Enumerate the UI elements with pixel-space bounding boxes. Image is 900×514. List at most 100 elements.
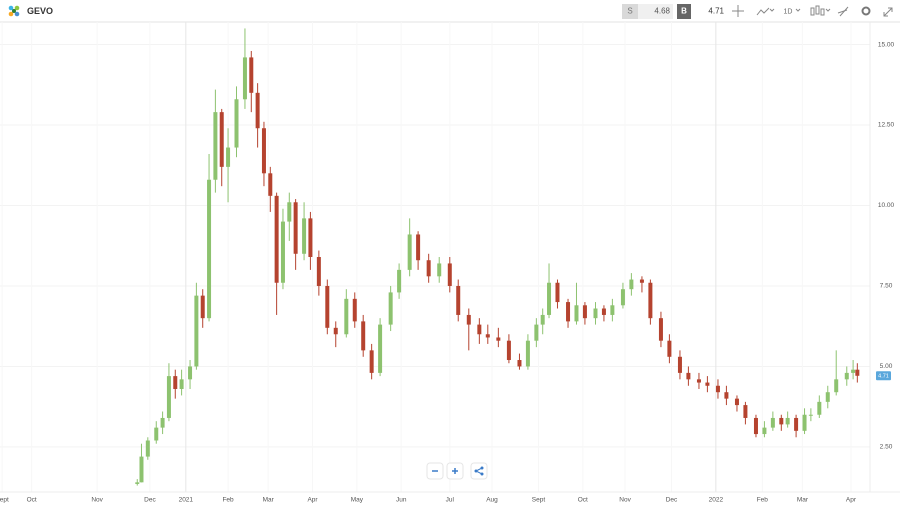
candle-body (677, 356, 682, 373)
x-tick-label: Mar (263, 497, 275, 504)
y-tick-label: 12.50 (878, 122, 895, 129)
candle-body (808, 414, 813, 416)
candle-body (517, 360, 522, 367)
candle-body (629, 279, 634, 290)
candle-body (779, 417, 784, 425)
candle-body (667, 340, 672, 357)
y-tick-label: 5.00 (880, 363, 893, 370)
candle-body (188, 366, 193, 380)
x-tick-label: Feb (222, 497, 234, 504)
x-tick-label: Mar (797, 497, 809, 504)
candle-body (160, 417, 165, 428)
x-tick-label: Apr (846, 497, 857, 504)
candle-body (268, 173, 273, 196)
x-tick-label: Sept (0, 497, 9, 504)
candle-body (715, 385, 720, 393)
candle-body (194, 295, 199, 367)
x-tick-label: Apr (307, 497, 318, 504)
candle-body (207, 179, 212, 319)
candle-body (316, 257, 321, 286)
zoom-controls (426, 462, 488, 480)
candle-body (743, 405, 748, 418)
y-tick-label: 15.00 (878, 41, 895, 48)
candle-body (145, 440, 150, 457)
candle-body (352, 298, 357, 322)
candle-body (242, 57, 247, 100)
x-tick-label: Nov (619, 497, 631, 504)
candle-body (135, 482, 140, 484)
candle-body (593, 308, 598, 319)
candle-body (378, 324, 383, 373)
candle-body (274, 195, 279, 283)
last-price-box (876, 371, 891, 381)
candle-body (724, 392, 729, 399)
buy-price: 4.71 (708, 7, 724, 16)
x-tick-label: Dec (666, 497, 678, 504)
candle-body (407, 234, 412, 270)
candle-body (851, 369, 856, 373)
x-tick-label: 2021 (179, 497, 194, 504)
x-tick-label: Feb (757, 497, 769, 504)
candle-body (369, 350, 374, 373)
sell-badge[interactable] (622, 4, 638, 19)
candle-body (555, 282, 560, 303)
candle-body (293, 202, 298, 254)
candle-body (213, 112, 218, 180)
candle-body (582, 305, 587, 319)
candle-body (437, 263, 442, 277)
candle-body (762, 427, 767, 435)
candle-body (325, 285, 330, 328)
buy-badge[interactable] (677, 4, 691, 19)
candle-body (648, 282, 653, 319)
candle-body (639, 279, 644, 283)
candle-body (255, 92, 260, 129)
candle-body (333, 327, 338, 335)
candle-body (447, 263, 452, 286)
candle-body (456, 285, 461, 315)
x-tick-label: Oct (27, 497, 37, 504)
toolbar-icons[interactable] (732, 5, 893, 17)
candle-body (770, 417, 775, 428)
candle-body (179, 379, 184, 389)
share[interactable] (470, 462, 488, 480)
candle-body (566, 302, 571, 322)
y-tick-label: 2.50 (880, 444, 893, 451)
x-tick-label: Jul (446, 497, 455, 504)
candle-body (686, 372, 691, 380)
candle-body (802, 414, 807, 431)
x-tick-label: Nov (91, 497, 103, 504)
x-tick-label: Sept (532, 497, 546, 504)
candle-body (139, 456, 144, 483)
x-tick-label: Dec (144, 497, 156, 504)
candle-body (834, 379, 839, 393)
candle-body (658, 318, 663, 341)
candle-body (540, 314, 545, 325)
candle-body (280, 221, 285, 283)
toolbar (0, 0, 900, 22)
candle-body (734, 398, 739, 406)
candle-body (308, 218, 313, 257)
candle-body (547, 282, 552, 315)
candle-body (601, 308, 606, 315)
candle-body (200, 295, 205, 319)
sell-label: S (627, 7, 632, 16)
candle-body (620, 289, 625, 306)
candle-body (173, 376, 178, 389)
x-tick-label: Oct (578, 497, 588, 504)
candle-body (302, 218, 307, 254)
candle-body (855, 369, 860, 376)
sell-box[interactable] (638, 4, 673, 19)
candle-body (844, 372, 849, 380)
candle-body (506, 340, 511, 361)
x-tick-label: 2022 (709, 497, 724, 504)
last-price-label: 4.71 (878, 374, 889, 380)
x-tick-label: May (351, 497, 364, 504)
buy-label: B (681, 7, 687, 16)
candle-body (426, 260, 431, 277)
candle-body (466, 314, 471, 325)
candle-body (753, 417, 758, 435)
interval[interactable]: 1D (784, 8, 793, 15)
candle-body (825, 392, 830, 402)
candle-body (219, 112, 224, 167)
